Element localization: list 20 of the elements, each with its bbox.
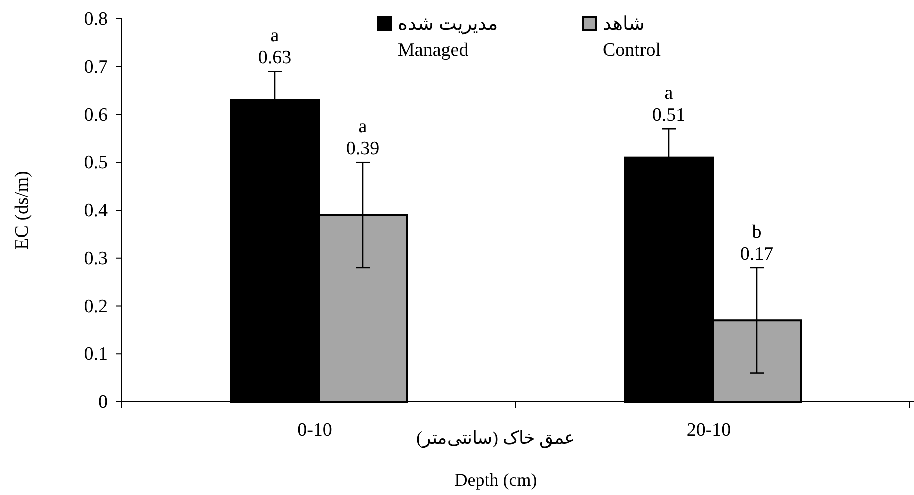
y-tick-label: 0 bbox=[98, 392, 108, 413]
y-tick-label: 0.1 bbox=[84, 344, 108, 366]
annotation: a bbox=[664, 83, 674, 104]
data-label: 0.39 bbox=[346, 138, 380, 160]
y-tick-label: 0.3 bbox=[84, 248, 108, 270]
x-tick-label: 20-10 bbox=[686, 420, 732, 441]
annotation: a bbox=[358, 116, 368, 138]
x-tick-label: 0-10 bbox=[298, 420, 332, 441]
y-tick-label: 0.7 bbox=[84, 56, 108, 78]
y-tick-label: 0.4 bbox=[84, 200, 108, 222]
annotation: a bbox=[270, 26, 280, 47]
data-label: 0.51 bbox=[652, 105, 686, 126]
data-label: 0.63 bbox=[258, 48, 292, 69]
y-tick-label: 0.6 bbox=[84, 104, 108, 126]
data-label: 0.17 bbox=[740, 244, 774, 265]
annotation: b bbox=[752, 222, 762, 243]
y-axis-title: EC (ds/m) bbox=[12, 171, 33, 250]
y-tick-label: 0.8 bbox=[84, 9, 108, 30]
y-tick-label: 0.2 bbox=[84, 296, 108, 318]
y-tick-label: 0.5 bbox=[84, 152, 108, 174]
